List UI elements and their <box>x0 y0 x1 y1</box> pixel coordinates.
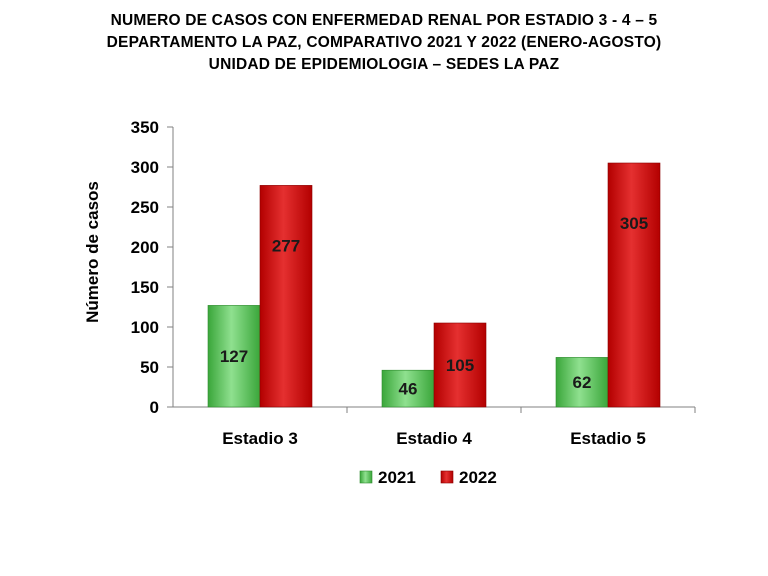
y-tick-label: 0 <box>150 398 159 417</box>
data-label: 62 <box>573 373 592 392</box>
chart-title: NUMERO DE CASOS CON ENFERMEDAD RENAL POR… <box>0 10 768 76</box>
bar-2022-estadio-3 <box>259 185 313 408</box>
y-tick-label: 300 <box>131 158 159 177</box>
bar-2021-estadio-3 <box>207 305 261 408</box>
data-label: 305 <box>620 214 648 233</box>
legend-swatch-2022 <box>440 470 454 484</box>
legend-label-2022: 2022 <box>459 468 497 487</box>
data-label: 105 <box>446 356 474 375</box>
y-tick-label: 100 <box>131 318 159 337</box>
y-axis: 0 50 100 150 200 250 300 350 <box>131 118 174 417</box>
data-labels: 127 277 46 105 62 305 <box>220 214 648 399</box>
data-label: 277 <box>272 236 300 255</box>
data-label: 127 <box>220 347 248 366</box>
chart-title-line-1: NUMERO DE CASOS CON ENFERMEDAD RENAL POR… <box>110 12 658 29</box>
x-category-label: Estadio 4 <box>396 429 472 448</box>
x-category-label: Estadio 3 <box>222 429 298 448</box>
chart-title-line-2: DEPARTAMENTO LA PAZ, COMPARATIVO 2021 Y … <box>106 34 662 51</box>
y-tick-label: 50 <box>140 358 159 377</box>
y-tick-label: 250 <box>131 198 159 217</box>
chart-title-line-3: UNIDAD DE EPIDEMIOLOGIA – SEDES LA PAZ <box>208 56 560 73</box>
data-label: 46 <box>399 380 418 399</box>
x-category-label: Estadio 5 <box>570 429 646 448</box>
bar-2022-estadio-4 <box>433 322 487 408</box>
y-tick-label: 350 <box>131 118 159 137</box>
legend-swatch-2021 <box>359 470 373 484</box>
y-tick-label: 200 <box>131 238 159 257</box>
bar-2021-estadio-5 <box>555 357 609 408</box>
legend-label-2021: 2021 <box>378 468 416 487</box>
bars <box>207 162 661 408</box>
x-axis: Estadio 3 Estadio 4 Estadio 5 <box>173 406 696 448</box>
bar-2021-estadio-4 <box>381 369 435 408</box>
bar-2022-estadio-5 <box>607 162 661 408</box>
y-tick-label: 150 <box>131 278 159 297</box>
y-axis-title: Número de casos <box>83 181 102 323</box>
legend: 2021 2022 <box>359 468 497 487</box>
